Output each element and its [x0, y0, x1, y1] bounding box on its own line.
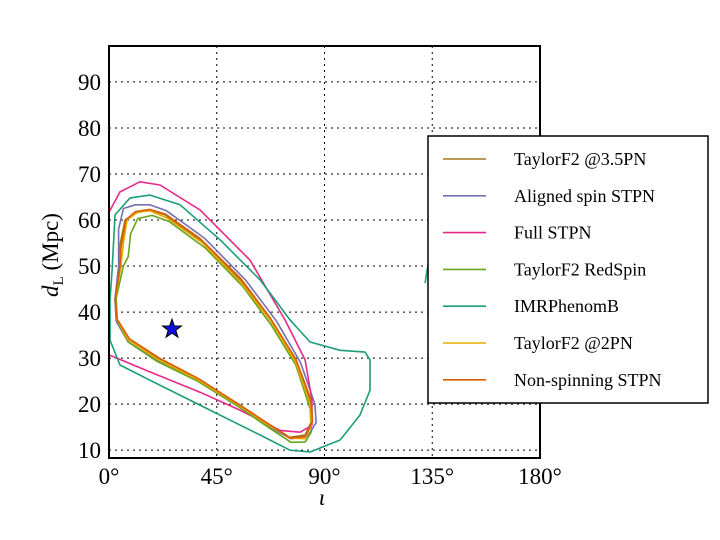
contour-full-stpn — [108, 181, 313, 433]
y-axis-label-sub: L — [51, 276, 67, 285]
y-tick-label: 50 — [78, 254, 101, 279]
x-tick-label: 180° — [518, 464, 562, 489]
y-axis-label: dL (Mpc) — [38, 213, 67, 297]
legend-item: Non-spinning STPN — [443, 370, 662, 390]
injection-marker — [161, 317, 183, 339]
legend-label: TaylorF2 @3.5PN — [514, 149, 646, 169]
legend-item: TaylorF2 @2PN — [443, 333, 633, 353]
y-ticks: 10 20 30 40 50 60 70 80 90 — [78, 70, 101, 463]
contour-taylorf2-redspin — [115, 214, 313, 444]
contours — [108, 181, 433, 453]
y-tick-label: 70 — [78, 162, 101, 187]
star-icon — [161, 317, 183, 339]
y-tick-label: 30 — [78, 346, 101, 371]
x-tick-label: 45° — [201, 464, 233, 489]
x-tick-label: 90° — [308, 464, 340, 489]
legend-label: Aligned spin STPN — [514, 186, 655, 206]
contour-imrphenomb — [109, 194, 371, 453]
legend-item: Full STPN — [443, 223, 592, 243]
legend-label: TaylorF2 RedSpin — [514, 259, 646, 279]
x-axis-label: ι — [319, 485, 325, 510]
legend-label: IMRPhenomB — [514, 296, 619, 316]
legend-label: Non-spinning STPN — [514, 370, 662, 390]
y-tick-label: 60 — [78, 208, 101, 233]
contour-taylorf2-2pn — [114, 210, 313, 440]
contour-non-spinning-stpn — [114, 208, 314, 439]
contour-taylorf2-3-5pn — [114, 209, 313, 439]
x-tick-label: 135° — [410, 464, 454, 489]
legend-item: Aligned spin STPN — [443, 186, 655, 206]
y-tick-label: 40 — [78, 300, 101, 325]
y-tick-label: 90 — [78, 70, 101, 95]
y-tick-label: 80 — [78, 116, 101, 141]
y-axis-label-unit: (Mpc) — [38, 213, 63, 276]
legend: TaylorF2 @3.5PN Aligned spin STPN Full STP… — [427, 135, 709, 404]
legend-item: TaylorF2 RedSpin — [443, 259, 646, 279]
legend-item: IMRPhenomB — [443, 296, 619, 316]
legend-item: TaylorF2 @3.5PN — [443, 149, 646, 169]
legend-label: TaylorF2 @2PN — [514, 333, 633, 353]
x-ticks: 0° 45° 90° 135° 180° — [99, 464, 562, 489]
y-axis-label-main: d — [38, 285, 63, 297]
legend-label: Full STPN — [514, 223, 592, 243]
x-tick-label: 0° — [99, 464, 120, 489]
y-tick-label: 20 — [78, 392, 101, 417]
y-tick-label: 10 — [78, 438, 101, 463]
